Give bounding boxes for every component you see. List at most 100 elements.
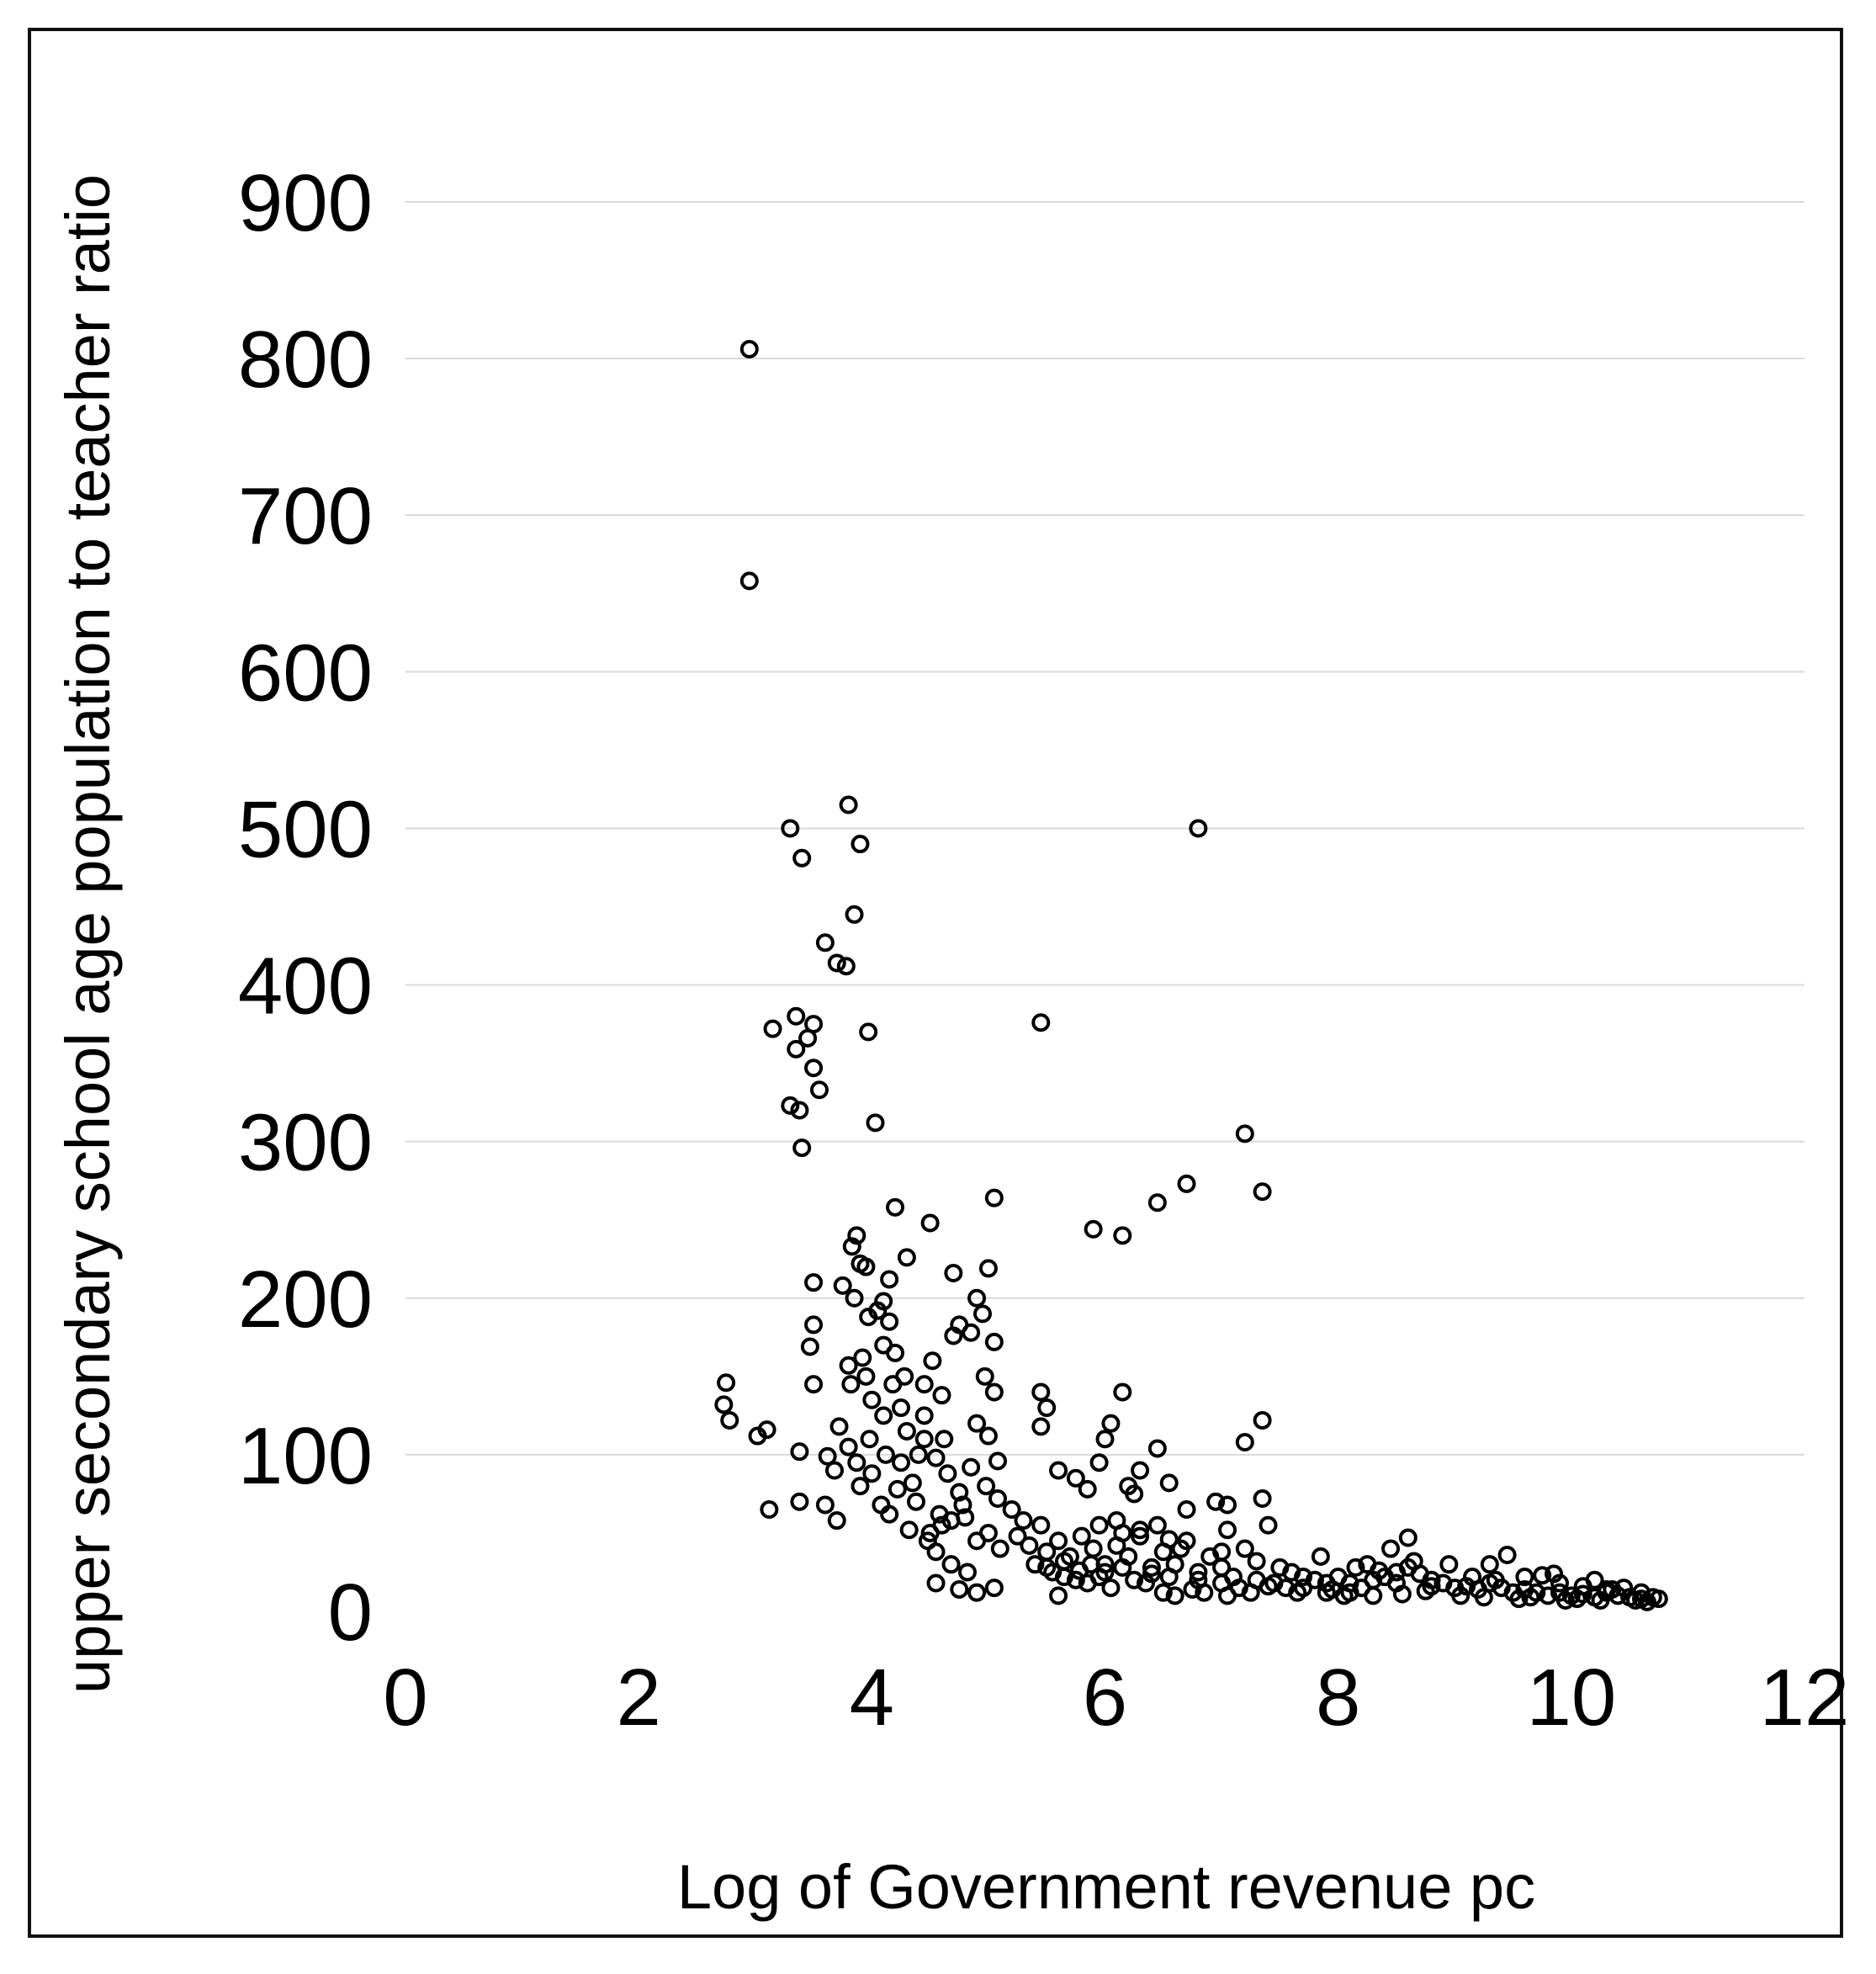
scatter-point <box>847 1226 866 1245</box>
scatter-point <box>1084 1539 1103 1558</box>
scatter-point <box>1451 1586 1471 1605</box>
scatter-point <box>1206 1492 1226 1511</box>
scatter-point <box>967 1414 987 1433</box>
scatter-point <box>977 1477 996 1496</box>
y-tick-label: 600 <box>238 628 373 718</box>
scatter-point <box>1364 1586 1383 1605</box>
scatter-point <box>1463 1568 1482 1587</box>
scatter-point <box>874 1406 893 1425</box>
scatter-point <box>781 1096 800 1115</box>
scatter-point <box>845 905 864 924</box>
scatter-point <box>953 1495 972 1515</box>
scatter-point <box>978 1259 998 1278</box>
scatter-point <box>824 1461 844 1480</box>
y-tick-label: 500 <box>238 784 373 874</box>
scatter-point <box>818 1446 837 1466</box>
scatter-point <box>1381 1539 1401 1558</box>
scatter-point <box>856 1257 876 1276</box>
scatter-point <box>1474 1588 1493 1607</box>
x-tick-labels: 0 2 4 6 8 10 12 <box>383 1653 1849 1743</box>
scatter-point <box>790 1442 809 1462</box>
scatter-point <box>886 1197 905 1217</box>
scatter-point <box>876 1445 895 1464</box>
scatter-point <box>1049 1586 1068 1605</box>
scatter-point <box>1089 1453 1109 1473</box>
y-tick-label: 300 <box>238 1098 373 1188</box>
scatter-point <box>739 571 759 591</box>
data-points <box>714 339 1668 1611</box>
scatter-point <box>748 1426 767 1446</box>
scatter-point <box>1113 1557 1132 1577</box>
scatter-point <box>1002 1500 1021 1520</box>
scatter-point <box>978 1426 998 1446</box>
scatter-point <box>880 1312 899 1331</box>
scatter-point <box>827 1511 846 1531</box>
scatter-point <box>1253 1182 1272 1202</box>
scatter-point <box>1497 1546 1517 1564</box>
scatter-point <box>1370 1561 1389 1580</box>
scatter-point <box>1125 1570 1144 1589</box>
y-tick-label: 200 <box>238 1255 373 1345</box>
scatter-point <box>1631 1583 1651 1602</box>
scatter-point <box>829 1417 849 1436</box>
scatter-point <box>851 1477 870 1496</box>
scatter-point <box>1317 1583 1336 1602</box>
scatter-point <box>1259 1577 1278 1596</box>
scatter-point <box>984 1188 1004 1207</box>
scatter-point <box>851 835 870 854</box>
scatter-point <box>839 1437 858 1457</box>
scatter-point <box>1142 1564 1161 1584</box>
scatter-point <box>1235 1433 1254 1451</box>
scatter-point <box>897 1421 916 1441</box>
scatter-point <box>860 1430 879 1449</box>
x-tick-label: 0 <box>383 1653 427 1743</box>
scatter-point <box>906 1492 925 1511</box>
scatter-point <box>1113 1523 1132 1542</box>
scatter-point <box>914 1375 934 1394</box>
scatter-point <box>1189 819 1208 838</box>
scatter-point <box>800 1337 819 1356</box>
scatter-point <box>914 1430 934 1449</box>
scatter-point <box>1020 1536 1039 1555</box>
scatter-point <box>739 339 759 358</box>
scatter-point <box>1101 1579 1121 1598</box>
scatter-point <box>891 1453 910 1473</box>
x-tick-label: 4 <box>850 1653 894 1743</box>
scatter-point <box>1177 1500 1196 1520</box>
scatter-point <box>1311 1547 1330 1566</box>
scatter-point <box>763 1019 782 1038</box>
scatter-point <box>1235 1124 1254 1144</box>
scatter-point <box>787 1039 806 1059</box>
scatter-point <box>792 1138 812 1158</box>
scatter-point <box>1131 1526 1150 1546</box>
scatter-point <box>1031 1013 1051 1032</box>
scatter-point <box>880 1504 899 1524</box>
scatter-point <box>891 1398 910 1418</box>
scatter-point <box>836 957 856 976</box>
scatter-point <box>1031 1382 1051 1402</box>
scatter-point <box>1346 1557 1365 1577</box>
scatter-point <box>1521 1588 1540 1607</box>
scatter-point <box>1125 1484 1144 1504</box>
x-tick-label: 2 <box>616 1653 660 1743</box>
scatter-point <box>1147 1439 1167 1458</box>
scatter-point <box>967 1288 987 1308</box>
scatter-point <box>1025 1555 1045 1574</box>
scatter-point <box>1550 1573 1569 1593</box>
scatter-point <box>1253 1410 1272 1430</box>
scatter-point <box>1031 1515 1051 1535</box>
scatter-point <box>862 1390 882 1409</box>
scatter-point <box>990 1539 1010 1558</box>
scatter-point <box>1131 1461 1150 1480</box>
scatter-point <box>1131 1520 1150 1540</box>
scatter-point <box>839 795 858 815</box>
scatter-point <box>932 1515 951 1535</box>
scatter-point <box>1253 1489 1272 1508</box>
scatter-point <box>809 1080 829 1100</box>
scatter-point <box>853 1348 872 1367</box>
scatter-point <box>1031 1417 1051 1436</box>
scatter-point <box>1081 1555 1100 1574</box>
scatter-point <box>1147 1193 1167 1213</box>
scatter-point <box>1480 1555 1499 1574</box>
